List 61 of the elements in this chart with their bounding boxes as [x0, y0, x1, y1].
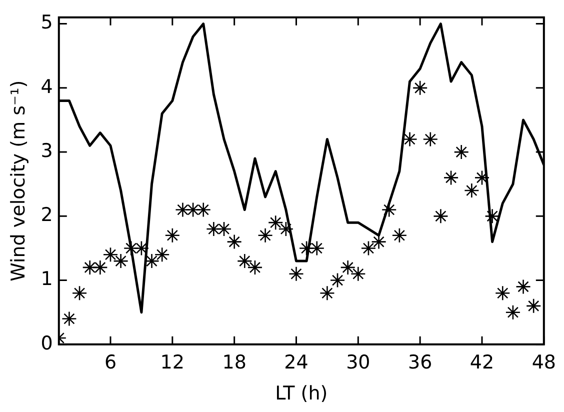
point: [309, 240, 325, 256]
point: [62, 311, 77, 326]
point: [371, 234, 386, 250]
point: [175, 202, 190, 218]
x-tick-label: 12: [160, 352, 184, 374]
point: [350, 266, 366, 282]
point: [464, 182, 480, 198]
point: [92, 260, 108, 276]
x-axis-title: LT (h): [275, 382, 328, 405]
point: [340, 260, 356, 276]
y-tick-label: 4: [40, 76, 53, 98]
point: [113, 253, 128, 269]
point: [505, 304, 521, 320]
point: [164, 228, 180, 244]
point: [526, 298, 542, 314]
x-tick-label: 6: [104, 352, 117, 374]
point: [402, 132, 418, 147]
point: [433, 208, 448, 224]
point: [422, 132, 438, 147]
x-tick-label: 24: [284, 352, 308, 374]
point: [381, 202, 397, 218]
point: [484, 208, 500, 224]
point: [123, 240, 139, 256]
point: [392, 228, 408, 244]
point: [154, 246, 170, 262]
x-tick-label: 18: [222, 352, 246, 374]
point: [216, 221, 232, 237]
point: [288, 266, 304, 282]
y-tick-label: 2: [40, 204, 53, 226]
y-axis-title: Wind velocity (m s⁻¹): [7, 80, 30, 282]
point: [268, 214, 284, 230]
point: [72, 285, 88, 301]
point: [494, 285, 510, 301]
y-tick-label: 5: [40, 12, 53, 34]
point: [134, 240, 150, 256]
x-tick-label: 36: [408, 352, 432, 374]
point: [412, 80, 428, 96]
y-tick-label: 3: [40, 140, 53, 162]
point: [443, 170, 459, 186]
point: [206, 221, 222, 237]
point: [320, 285, 335, 301]
point: [247, 260, 263, 276]
x-tick-label: 48: [532, 352, 556, 374]
point: [258, 228, 273, 244]
point: [360, 240, 376, 256]
point: [298, 240, 314, 256]
point: [196, 202, 212, 218]
point: [226, 234, 242, 250]
y-tick-label: 1: [40, 268, 53, 290]
x-tick-label: 42: [470, 352, 494, 374]
point: [454, 144, 470, 160]
x-tick-label: 30: [346, 352, 370, 374]
point: [516, 279, 531, 294]
point: [474, 170, 490, 186]
point: [278, 221, 294, 237]
point: [236, 253, 252, 269]
point: [330, 272, 346, 288]
point: [102, 246, 118, 262]
y-tick-label: 0: [40, 332, 53, 354]
point: [82, 260, 98, 276]
point: [185, 202, 201, 218]
